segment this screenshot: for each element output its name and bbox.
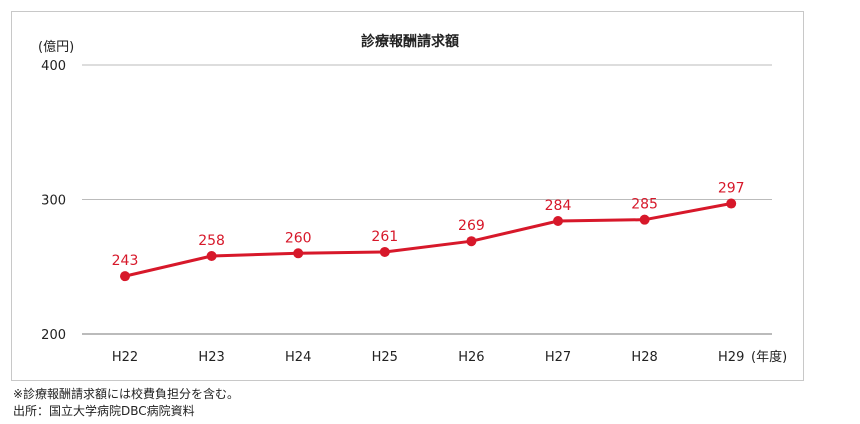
data-point [726,198,737,209]
data-point [379,246,390,257]
data-point [120,271,130,282]
source-note: 出所：国立大学病院DBC病院資料 [13,404,195,418]
y-tick-label: 400 [41,59,66,74]
x-tick-label: H26 [458,350,484,365]
x-tick-label: H25 [372,350,398,365]
y-tick-label: 200 [41,328,66,343]
x-tick-label: H28 [631,350,657,365]
x-tick-label: H29 [718,350,744,365]
data-label: 284 [545,198,572,214]
x-tick-label: H24 [285,350,311,365]
data-label: 261 [371,229,398,245]
data-point [466,236,477,247]
x-tick-label: H22 [112,350,138,365]
data-point [293,248,304,259]
y-tick-label: 300 [41,194,66,209]
data-label: 243 [112,253,139,269]
data-label: 260 [285,230,312,246]
data-label: 297 [718,181,745,197]
footnote: ※診療報酬請求額には校費負担分を含む。 [13,387,240,401]
y-axis-unit-label: (億円) [38,39,74,55]
data-point [639,214,650,225]
x-tick-label: H23 [198,350,224,365]
chart-frame [11,11,804,381]
series-line [124,202,732,278]
data-point [206,250,217,261]
x-tick-label: H27 [545,350,571,365]
data-label: 285 [631,197,658,213]
data-point [553,216,563,227]
data-label: 258 [198,233,225,249]
chart-title: 診療報酬請求額 [361,33,459,50]
x-axis-unit-label: (年度) [751,349,787,365]
data-label: 269 [458,218,485,234]
